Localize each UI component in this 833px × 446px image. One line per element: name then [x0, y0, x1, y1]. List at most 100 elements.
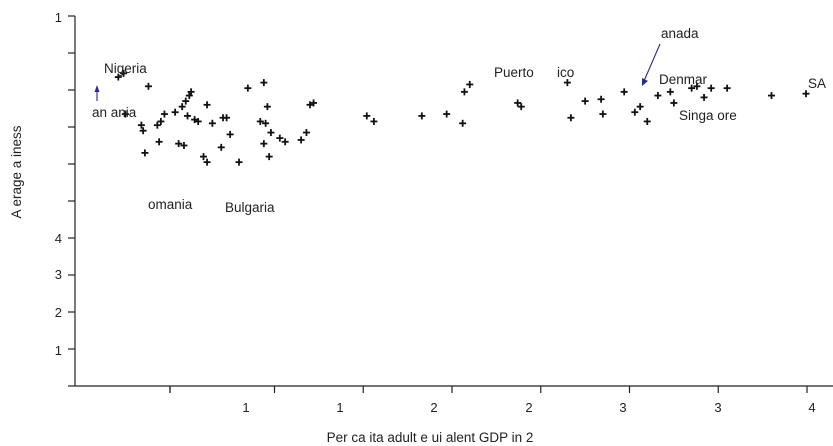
- data-point: [137, 121, 145, 129]
- data-point: [185, 92, 193, 100]
- data-point: [203, 101, 211, 109]
- data-point: [370, 117, 378, 125]
- data-point: [443, 110, 451, 118]
- x-tick-label: 3: [619, 400, 626, 415]
- data-point: [631, 108, 639, 116]
- data-point: [517, 103, 525, 111]
- y-tick-label: 2: [55, 305, 62, 320]
- y-tick-label: 3: [55, 267, 62, 282]
- data-point: [203, 158, 211, 166]
- x-tick-label: 3: [714, 400, 721, 415]
- data-point: [563, 79, 571, 87]
- data-point: [302, 129, 310, 137]
- data-point: [418, 112, 426, 120]
- data-point: [114, 73, 122, 81]
- data-point: [139, 127, 147, 135]
- data-point: [666, 88, 674, 96]
- data-points: [114, 69, 810, 166]
- data-point: [599, 110, 607, 118]
- y-ticks: [68, 15, 75, 387]
- data-point: [276, 134, 284, 142]
- data-point: [597, 95, 605, 103]
- data-point: [260, 140, 268, 148]
- data-point: [643, 117, 651, 125]
- annotations: Nigeria an ania omania Bulgaria Puerto i…: [92, 26, 826, 215]
- data-point: [700, 93, 708, 101]
- data-point: [581, 97, 589, 105]
- annotation-arrows: [94, 43, 661, 101]
- data-point: [654, 92, 662, 100]
- y-tick-label: 1: [55, 10, 62, 25]
- data-point: [160, 110, 168, 118]
- data-point: [620, 88, 628, 96]
- data-point: [178, 103, 186, 111]
- data-point: [184, 112, 192, 120]
- data-point: [208, 119, 216, 127]
- tanzania-arrowhead: [94, 85, 100, 92]
- annotation-singapore: Singa ore: [679, 108, 737, 123]
- data-point: [194, 117, 202, 125]
- x-tick-label: 2: [525, 400, 532, 415]
- annotation-tanzania: an ania: [92, 105, 137, 120]
- data-point: [363, 112, 371, 120]
- data-point: [466, 80, 474, 88]
- y-tick-labels: 1 2 3 4 1: [55, 10, 62, 358]
- annotation-romania: omania: [148, 197, 193, 212]
- x-ticks: [169, 386, 808, 393]
- data-point: [226, 130, 234, 138]
- data-point: [157, 117, 165, 125]
- data-point: [155, 138, 163, 146]
- data-point: [262, 119, 270, 127]
- data-point: [144, 82, 152, 90]
- data-point: [267, 129, 275, 137]
- data-point: [182, 97, 190, 105]
- canada-arrowhead: [642, 78, 648, 86]
- canada-arrow-line: [643, 43, 661, 82]
- data-point: [460, 88, 468, 96]
- data-point: [306, 101, 314, 109]
- data-point: [141, 149, 149, 157]
- data-point: [281, 138, 289, 146]
- annotation-rico: ico: [557, 65, 574, 80]
- data-point: [121, 110, 129, 118]
- data-point: [223, 114, 231, 122]
- data-point: [723, 84, 731, 92]
- annotation-bulgaria: Bulgaria: [225, 200, 275, 215]
- data-point: [310, 99, 318, 107]
- data-point: [707, 84, 715, 92]
- annotation-canada: anada: [661, 26, 699, 41]
- data-point: [688, 84, 696, 92]
- data-point: [235, 158, 243, 166]
- annotation-puerto: Puerto: [494, 65, 534, 80]
- data-point: [636, 103, 644, 111]
- data-point: [244, 84, 252, 92]
- data-point: [802, 90, 810, 98]
- data-point: [260, 79, 268, 87]
- x-tick-labels: 1 1 2 2 3 3 4: [242, 400, 815, 415]
- x-tick-label: 1: [242, 400, 249, 415]
- y-tick-label: 4: [55, 231, 62, 246]
- data-point: [175, 140, 183, 148]
- data-point: [153, 121, 161, 129]
- data-point: [191, 116, 199, 124]
- y-axis-title: A erage a iness: [9, 125, 24, 218]
- annotation-nigeria: Nigeria: [104, 61, 147, 76]
- data-point: [217, 143, 225, 151]
- data-point: [263, 103, 271, 111]
- data-point: [200, 153, 207, 161]
- x-tick-label: 1: [336, 400, 343, 415]
- data-point: [514, 99, 522, 107]
- data-point: [693, 82, 701, 90]
- data-point: [187, 88, 195, 96]
- x-axis-title: Per ca ita adult e ui alent GDP in 2: [327, 430, 534, 445]
- annotation-usa: SA: [808, 76, 826, 91]
- data-point: [567, 114, 575, 122]
- data-point: [768, 92, 775, 100]
- data-point: [120, 69, 128, 77]
- data-point: [180, 142, 188, 149]
- data-point: [256, 117, 264, 125]
- x-tick-label: 4: [808, 400, 815, 415]
- data-point: [670, 99, 678, 107]
- data-point: [265, 153, 273, 161]
